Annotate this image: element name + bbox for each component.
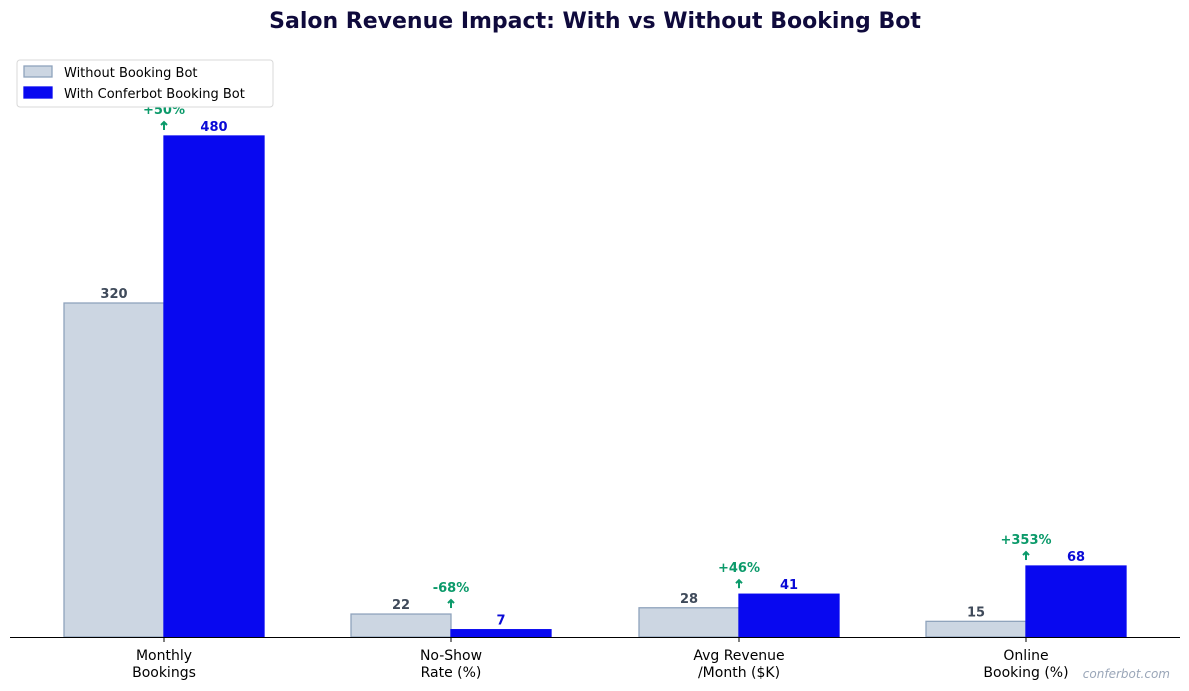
bar-with xyxy=(450,629,552,638)
x-tick-label: No-Show Rate (%) xyxy=(420,648,482,681)
watermark: conferbot.com xyxy=(1083,667,1170,681)
bar-without xyxy=(350,613,452,638)
bar-without xyxy=(925,620,1027,638)
x-tick-label: Online Booking (%) xyxy=(983,648,1068,681)
change-label: +46% xyxy=(718,561,760,576)
x-ticks-group: Monthly Bookings No-Show Rate (%) Avg Revenu… xyxy=(132,637,1069,681)
bar-with xyxy=(738,593,840,638)
x-tick-label: Monthly Bookings xyxy=(132,648,196,681)
legend: Without Booking Bot With Conferbot Booki… xyxy=(16,59,274,108)
value-label-without: 22 xyxy=(392,598,410,613)
change-label: +353% xyxy=(1000,533,1051,548)
value-label-with: 68 xyxy=(1067,550,1085,565)
value-label-with: 7 xyxy=(496,614,505,629)
change-label: -68% xyxy=(433,581,470,596)
change-arrow-head xyxy=(1022,550,1030,556)
bar-without xyxy=(63,302,165,638)
change-arrow-head xyxy=(735,578,743,584)
bar-with xyxy=(163,135,265,638)
legend-swatch-with xyxy=(23,86,53,99)
value-label-without: 28 xyxy=(680,592,698,607)
legend-label-without: Without Booking Bot xyxy=(64,66,198,81)
legend-swatch-without xyxy=(23,65,53,78)
x-tick-label: Avg Revenue/Month ($K) xyxy=(693,648,784,681)
value-label-with: 480 xyxy=(200,120,227,135)
legend-label-with: With Conferbot Booking Bot xyxy=(64,87,245,102)
value-label-without: 15 xyxy=(967,605,985,620)
chart-title: Salon Revenue Impact: With vs Without Bo… xyxy=(269,9,921,34)
change-arrow-head xyxy=(447,598,455,604)
value-label-without: 320 xyxy=(100,287,127,302)
legend-frame xyxy=(16,59,274,108)
value-label-with: 41 xyxy=(780,578,798,593)
bar-without xyxy=(638,607,740,638)
change-arrow-head xyxy=(160,120,168,126)
bar-with xyxy=(1025,565,1127,638)
